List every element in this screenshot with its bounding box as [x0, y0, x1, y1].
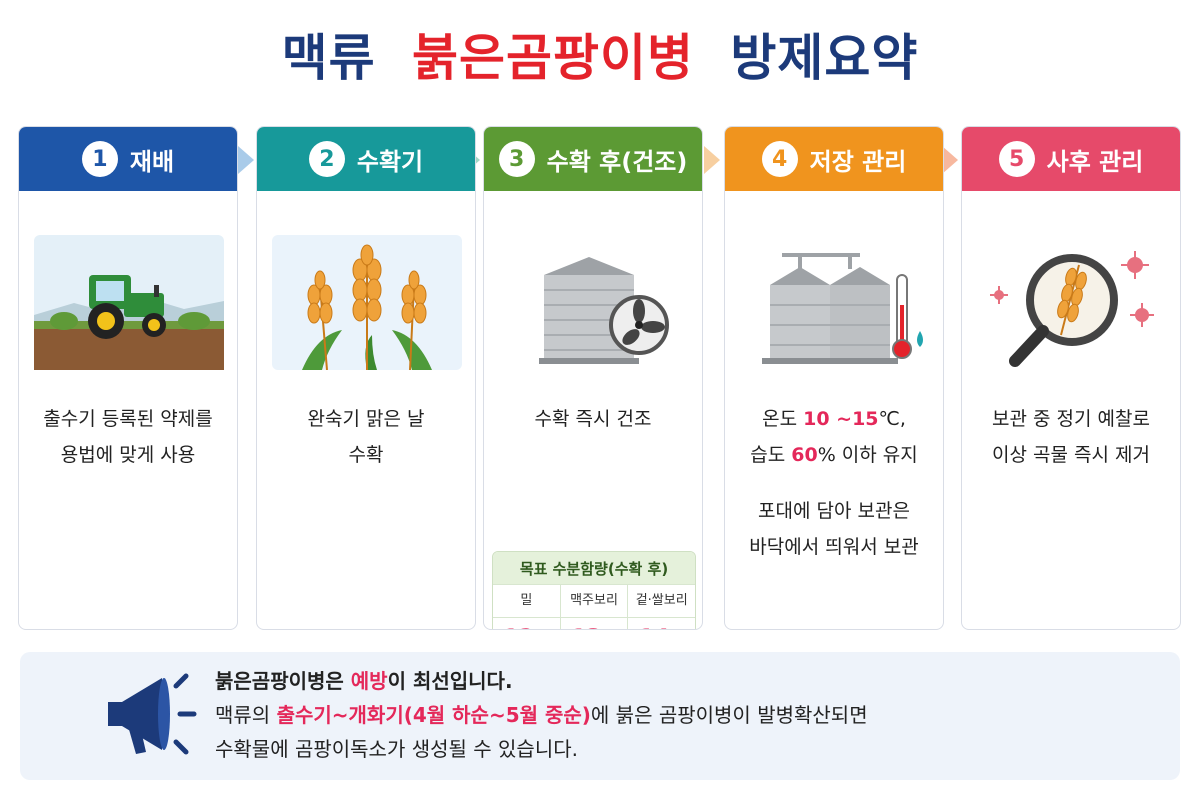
step-label: 재배	[129, 147, 175, 176]
wheat-icon	[272, 235, 462, 370]
notice-line-1: 붉은곰팡이병은 예방이 최선입니다.	[215, 664, 868, 698]
title-part-1: 맥류	[281, 29, 376, 87]
moisture-table-header: 목표 수분함량(수확 후)	[493, 552, 695, 584]
step-description: 수확 즉시 건조	[484, 401, 702, 437]
step-number: 5	[998, 141, 1035, 177]
line-text: 붉은곰팡이병은	[215, 669, 351, 693]
description-line: 보관 중 정기 예찰로	[992, 408, 1150, 430]
description-line: 포대에 담아 보관은	[758, 500, 910, 522]
prevention-highlight: 예방	[350, 669, 388, 693]
arrow-icon	[942, 146, 958, 174]
step-description: 출수기 등록된 약제를 용법에 맞게 사용	[19, 401, 237, 473]
step-number: 3	[498, 141, 535, 177]
crop-column-header: 겉·쌀보리	[628, 584, 695, 617]
moisture-value: 13%	[560, 617, 629, 629]
moisture-number: 13	[571, 626, 602, 629]
description-line: 바닥에서 띄워서 보관	[749, 536, 919, 558]
step-description: 보관 중 정기 예찰로 이상 곡물 즉시 제거	[962, 401, 1180, 473]
line-text: 이 최선입니다.	[387, 669, 513, 693]
description-line: 이상 곡물 즉시 제거	[992, 444, 1150, 466]
step-card-1: 1 재배 출수기 등록된 약제를 용법에 맞게 사용	[18, 126, 238, 630]
description-line: 완숙기 맑은 날	[307, 408, 425, 430]
tractor-icon	[34, 235, 224, 370]
notice-line-2: 맥류의 출수기~개화기(4월 하순~5월 중순)에 붉은 곰팡이병이 발병확산되…	[215, 698, 868, 732]
description-line: 수확 즉시 건조	[534, 408, 652, 430]
arrow-icon	[238, 146, 254, 174]
temperature-value: 10 ~15	[803, 408, 879, 430]
magnifier-icon	[990, 251, 1154, 367]
silo-thermometer-icon	[762, 253, 923, 364]
step-header: 4 저장 관리	[725, 127, 943, 191]
silo-fan-icon	[539, 257, 669, 364]
description-line: 용법에 맞게 사용	[60, 444, 196, 466]
line-text: 맥류의	[215, 703, 277, 727]
step-label: 수확 후(건조)	[546, 147, 688, 176]
notice-line-3: 수확물에 곰팡이독소가 생성될 수 있습니다.	[215, 737, 578, 761]
period-highlight: 출수기~개화기(4월 하순~5월 중순)	[276, 703, 591, 727]
step-label: 저장 관리	[809, 147, 907, 176]
step-number: 1	[81, 141, 118, 177]
line-text: 온도	[762, 408, 804, 430]
arrow-icon	[704, 146, 720, 174]
page-title: 맥류 붉은곰팡이병 방제요약	[0, 18, 1200, 90]
prevention-notice: 붉은곰팡이병은 예방이 최선입니다. 맥류의 출수기~개화기(4월 하순~5월 …	[20, 652, 1180, 780]
step-number: 2	[308, 141, 345, 177]
step-header: 5 사후 관리	[962, 127, 1180, 191]
line-text: % 이하 유지	[817, 444, 918, 466]
temperature-line: 온도 10 ~15℃,	[725, 401, 943, 437]
line-text: 습도	[750, 444, 792, 466]
storage-conditions: 온도 10 ~15℃, 습도 60% 이하 유지	[725, 401, 943, 473]
step-header: 3 수확 후(건조)	[484, 127, 702, 191]
moisture-number: 14	[639, 626, 670, 629]
step-header: 2 수확기	[257, 127, 475, 191]
step-header: 1 재배	[19, 127, 237, 191]
moisture-table: 목표 수분함량(수확 후) 밀 맥주보리 겉·쌀보리 12% 13% 14%	[492, 551, 696, 629]
step-number: 4	[761, 141, 798, 177]
title-part-3: 방제요약	[730, 29, 919, 87]
step-card-4: 4 저장 관리 온도 10 ~15℃, 습도 60% 이하 유지	[724, 126, 944, 630]
title-part-2: 붉은곰팡이병	[412, 29, 694, 87]
moisture-number: 12	[503, 626, 534, 629]
notice-text: 붉은곰팡이병은 예방이 최선입니다. 맥류의 출수기~개화기(4월 하순~5월 …	[215, 664, 868, 766]
step-label: 사후 관리	[1046, 147, 1144, 176]
megaphone-icon	[108, 673, 197, 755]
description-line: 출수기 등록된 약제를	[43, 408, 213, 430]
moisture-value: 12%	[493, 617, 561, 629]
description-line: 수확	[348, 444, 384, 466]
step-card-5: 5 사후 관리 보관 중 정	[961, 126, 1181, 630]
step-card-2: 2 수확기 완숙기	[256, 126, 476, 630]
step-label: 수확기	[356, 147, 424, 176]
moisture-value: 14%	[628, 617, 695, 629]
storage-note: 포대에 담아 보관은 바닥에서 띄워서 보관	[725, 493, 943, 565]
humidity-line: 습도 60% 이하 유지	[725, 437, 943, 473]
crop-column-header: 맥주보리	[560, 584, 629, 617]
line-text: 에 붉은 곰팡이병이 발병확산되면	[590, 703, 868, 727]
step-card-3: 3 수확 후(건조) 수확 즉시 건조 목표 수분함량(수확 후)	[483, 126, 703, 630]
humidity-value: 60	[791, 444, 818, 466]
line-text: ℃,	[878, 408, 906, 430]
crop-column-header: 밀	[493, 584, 561, 617]
step-description: 완숙기 맑은 날 수확	[257, 401, 475, 473]
